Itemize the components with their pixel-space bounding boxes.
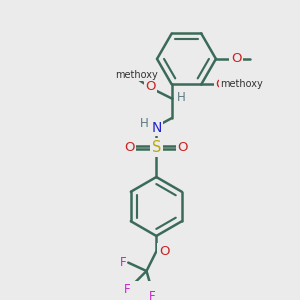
Text: O: O bbox=[231, 52, 242, 65]
Text: F: F bbox=[120, 256, 127, 268]
Text: methoxy: methoxy bbox=[135, 73, 141, 74]
Text: methoxy: methoxy bbox=[251, 58, 257, 59]
Text: N: N bbox=[152, 121, 162, 135]
Text: H: H bbox=[140, 117, 149, 130]
Text: F: F bbox=[124, 283, 130, 296]
Text: O: O bbox=[231, 52, 242, 65]
Text: O: O bbox=[124, 141, 135, 154]
Text: methoxy: methoxy bbox=[115, 70, 158, 80]
Text: O: O bbox=[146, 80, 156, 93]
Text: methoxy: methoxy bbox=[256, 58, 262, 59]
Text: O: O bbox=[159, 245, 169, 258]
Text: F: F bbox=[149, 290, 156, 300]
Text: S: S bbox=[152, 140, 161, 155]
Text: methoxy_lbl2: methoxy_lbl2 bbox=[242, 83, 252, 85]
Text: O: O bbox=[178, 141, 188, 154]
Text: methoxy: methoxy bbox=[220, 80, 263, 89]
Text: H: H bbox=[177, 91, 186, 103]
Text: O: O bbox=[216, 78, 226, 91]
